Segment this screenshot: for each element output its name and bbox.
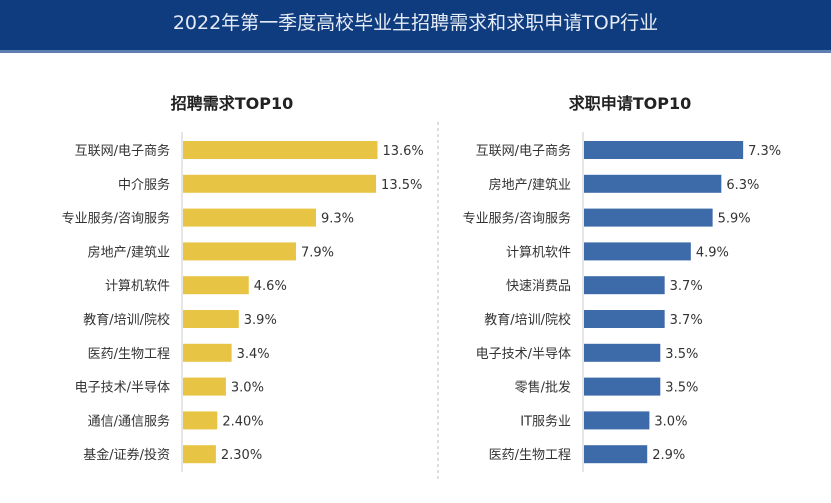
category-label: 教育/培训/院校 <box>484 312 571 328</box>
bar <box>584 242 691 261</box>
header-band <box>0 0 831 53</box>
data-label: 6.3% <box>726 178 759 193</box>
bar <box>584 276 665 295</box>
data-label: 7.9% <box>301 245 334 260</box>
category-label: 互联网/电子商务 <box>476 143 571 159</box>
bar <box>584 343 661 362</box>
category-label: 通信/通信服务 <box>88 413 170 429</box>
bar <box>584 208 713 227</box>
category-label: 基金/证券/投资 <box>83 447 170 463</box>
category-label: 医药/生物工程 <box>88 347 170 362</box>
bar <box>183 208 316 227</box>
data-label: 4.9% <box>696 245 729 260</box>
data-label: 2.30% <box>221 448 262 463</box>
data-label: 2.9% <box>652 448 685 463</box>
bar <box>584 445 648 464</box>
data-label: 3.0% <box>654 414 687 429</box>
category-label: 电子技术/半导体 <box>75 381 170 396</box>
category-label: 专业服务/咨询服务 <box>463 211 571 227</box>
data-label: 7.3% <box>748 144 781 159</box>
bar <box>183 343 232 362</box>
category-label: 计算机软件 <box>105 279 170 294</box>
category-label: 专业服务/咨询服务 <box>62 211 170 227</box>
bar <box>183 445 216 464</box>
data-label: 3.4% <box>237 347 270 362</box>
bar <box>584 141 744 159</box>
category-label: 中介服务 <box>118 177 170 193</box>
bar <box>183 242 296 261</box>
data-label: 3.9% <box>244 313 277 328</box>
bar <box>584 377 661 396</box>
data-label: 2.40% <box>222 414 263 429</box>
bar <box>584 310 665 328</box>
data-label: 9.3% <box>321 212 354 227</box>
bar <box>584 411 650 430</box>
data-label: 3.5% <box>665 347 698 362</box>
data-label: 3.7% <box>670 313 703 328</box>
category-label: 零售/批发 <box>515 380 571 396</box>
data-label: 5.9% <box>718 212 751 227</box>
chart-title: 求职申请TOP10 <box>569 94 692 113</box>
bar <box>183 174 377 193</box>
category-label: 医药/生物工程 <box>489 448 571 463</box>
category-label: 电子技术/半导体 <box>476 347 571 362</box>
page-title: 2022年第一季度高校毕业生招聘需求和求职申请TOP行业 <box>172 12 659 34</box>
category-label: 教育/培训/院校 <box>83 312 170 328</box>
bar <box>183 411 218 430</box>
category-label: 房地产/建筑业 <box>88 244 170 260</box>
category-label: 计算机软件 <box>506 245 571 260</box>
data-label: 3.0% <box>231 381 264 396</box>
data-label: 3.5% <box>665 381 698 396</box>
bar <box>183 310 239 328</box>
chart-title: 招聘需求TOP10 <box>171 94 294 113</box>
bar <box>584 174 722 193</box>
category-label: 房地产/建筑业 <box>489 177 571 193</box>
data-label: 4.6% <box>254 279 287 294</box>
category-label: 快速消费品 <box>506 279 571 294</box>
data-label: 13.5% <box>381 178 422 193</box>
category-label: 互联网/电子商务 <box>75 143 170 159</box>
category-label: IT服务业 <box>520 413 571 429</box>
bar <box>183 276 249 295</box>
data-label: 3.7% <box>670 279 703 294</box>
bar <box>183 377 226 396</box>
data-label: 13.6% <box>382 144 423 159</box>
bar <box>183 141 378 159</box>
